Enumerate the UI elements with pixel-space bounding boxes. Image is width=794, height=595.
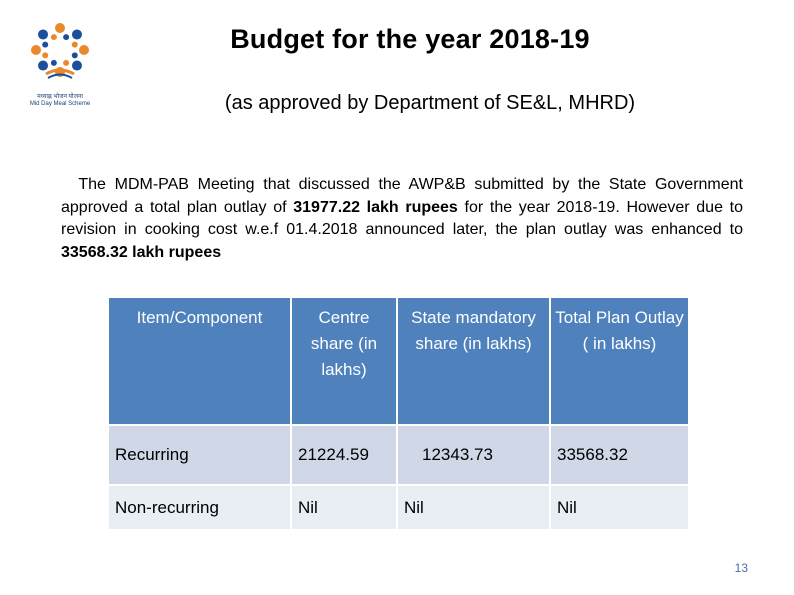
logo-figure-body	[71, 41, 78, 48]
cell-centre-share: Nil	[290, 484, 398, 531]
logo-figure-body	[63, 59, 70, 66]
logo-figure-head	[71, 60, 82, 71]
logo-figure-body	[42, 52, 49, 59]
logo-emblem-icon	[31, 23, 89, 79]
budget-table: Item/Component Centre share (in lakhs) S…	[107, 296, 690, 531]
summary-paragraph: The MDM-PAB Meeting that discussed the A…	[61, 174, 743, 264]
logo-figure-body	[71, 52, 78, 59]
page-number: 13	[734, 561, 748, 575]
approved-outlay-amount: 31977.22 lakh rupees	[293, 198, 458, 216]
slide-subtitle: (as approved by Department of SE&L, MHRD…	[224, 92, 636, 114]
slide-title: Budget for the year 2018-19	[230, 24, 590, 54]
cell-total-outlay: 33568.32	[549, 424, 690, 486]
logo-figure-head	[38, 60, 49, 71]
cell-item: Non-recurring	[107, 484, 292, 531]
header-item-component: Item/Component	[107, 296, 292, 426]
logo-figure-body	[42, 41, 49, 48]
logo-figure-body	[63, 34, 70, 41]
header-centre-share: Centre share (in lakhs)	[290, 296, 398, 426]
table-row-recurring: Recurring 21224.59 12343.73 33568.32	[107, 424, 690, 486]
cell-centre-share: 21224.59	[290, 424, 398, 486]
mdm-scheme-logo: मध्याह्न भोजन योजना Mid Day Meal Scheme	[22, 18, 98, 108]
cell-state-share: Nil	[396, 484, 551, 531]
header-state-share: State mandatory share (in lakhs)	[396, 296, 551, 426]
table-row-nonrecurring: Non-recurring Nil Nil Nil	[107, 484, 690, 531]
paragraph-text-2: for the year 2018-19. However due to rev…	[61, 198, 743, 239]
cell-item: Recurring	[107, 424, 292, 486]
cell-total-outlay: Nil	[549, 484, 690, 531]
logo-figure-body	[50, 34, 57, 41]
logo-figure-head	[55, 23, 65, 33]
header-total-outlay: Total Plan Outlay ( in lakhs)	[549, 296, 690, 426]
enhanced-outlay-amount: 33568.32 lakh rupees	[61, 243, 222, 261]
cell-state-share: 12343.73	[396, 424, 551, 486]
logo-caption-hindi: मध्याह्न भोजन योजना	[37, 94, 83, 100]
table-header-row: Item/Component Centre share (in lakhs) S…	[107, 296, 690, 426]
logo-figure-head	[38, 29, 49, 40]
logo-figure-head	[71, 29, 82, 40]
logo-figure-body	[50, 59, 57, 66]
paragraph-text-1: The MDM-PAB Meeting that discussed the A…	[61, 176, 743, 216]
logo-figure-head	[79, 45, 89, 55]
logo-caption-english: Mid Day Meal Scheme	[29, 101, 91, 107]
logo-figure-head	[31, 45, 41, 55]
